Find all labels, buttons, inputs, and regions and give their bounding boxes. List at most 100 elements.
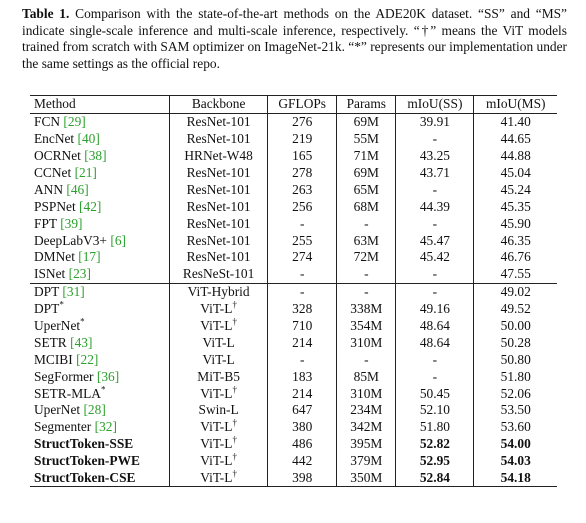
method-cell: OCRNet [38] — [30, 148, 170, 165]
table-row: ANN [46] ResNet-101 263 65M -45.24 — [30, 181, 557, 199]
header-cell: Method — [34, 96, 76, 112]
backbone-mark: † — [232, 299, 237, 310]
method-cell: Segmenter [32] — [30, 419, 170, 436]
miou-ms-cell: 45.24 — [473, 181, 557, 199]
table-row: DeepLabV3+ [6] ResNet-101 255 63M 45.47 46.35 — [30, 232, 557, 250]
backbone-name: ResNet-101 — [186, 114, 251, 130]
method-name: UperNet — [34, 402, 81, 418]
params-cell: - — [336, 265, 396, 284]
backbone-name: ResNet-101 — [186, 215, 251, 231]
gflops-cell: 398 — [267, 469, 337, 487]
gflops-cell: - — [267, 215, 337, 233]
miou-ms-cell: 45.35 — [473, 198, 557, 216]
method-cell: StructToken-SSE — [30, 436, 170, 453]
gflops-cell: - — [267, 265, 337, 284]
params-cell: 310M — [336, 334, 396, 352]
miou-ms-cell: 49.02 — [473, 283, 557, 301]
params-cell: - — [336, 215, 396, 233]
gflops-cell: 274 — [267, 249, 337, 266]
backbone-name: MiT-B5 — [197, 368, 240, 384]
method-cell: StructToken-CSE — [30, 470, 170, 487]
backbone-name: ResNeSt-101 — [182, 266, 255, 282]
backbone-cell: ViT-L† — [169, 468, 268, 487]
backbone-cell: ResNet-101 — [169, 215, 268, 233]
miou-ms-cell: 45.04 — [473, 164, 557, 182]
miou-ms-cell: 53.60 — [473, 418, 557, 436]
table-row: ISNet [23] ResNeSt-101- - -47.55 — [30, 265, 557, 284]
method-name: UperNet — [34, 318, 81, 334]
backbone-name: ResNet-101 — [186, 249, 251, 265]
params-cell: 63M — [336, 232, 396, 250]
params-cell: 68M — [336, 198, 396, 216]
backbone-name: ViT-L — [200, 419, 233, 435]
backbone-cell: ResNeSt-101 — [169, 265, 268, 284]
gflops-cell: 328 — [267, 300, 337, 318]
backbone-cell: ViT-L† — [169, 317, 268, 335]
method-name: DMNet — [34, 249, 75, 265]
backbone-cell: ResNet-101 — [169, 130, 268, 148]
miou-ss-cell: - — [395, 130, 474, 148]
backbone-name: ViT-Hybrid — [187, 284, 250, 300]
miou-ss-cell: 52.82 — [395, 435, 474, 453]
miou-ss-cell: - — [395, 351, 474, 369]
params-cell: 69M — [336, 164, 396, 182]
table-group: DPT [31] ViT-Hybrid - - -49.02 DPT* ViT-L† 328 3… — [30, 283, 557, 487]
backbone-mark: † — [232, 468, 237, 479]
backbone-cell: ViT-L† — [169, 435, 268, 453]
method-cell: DeepLabV3+ [6] — [30, 232, 170, 249]
citation: [38] — [84, 148, 107, 164]
caption-label: Table 1. — [22, 6, 70, 21]
table-row: StructToken-CSE ViT-L† 398 350M 52.84 54.18 — [30, 468, 557, 487]
miou-ms-cell: 54.03 — [473, 452, 557, 470]
miou-ss-cell: - — [395, 283, 474, 301]
params-cell: 55M — [336, 130, 396, 148]
citation: [36] — [96, 368, 120, 384]
table-group: FCN [29] ResNet-101 276 69M 39.91 41.40 EncNet… — [30, 113, 557, 284]
method-cell: EncNet [40] — [30, 131, 170, 148]
params-cell: 342M — [336, 418, 396, 436]
method-name: DPT — [34, 301, 60, 317]
method-name: StructToken-CSE — [34, 470, 136, 486]
header-cell: GFLOPs — [267, 95, 337, 114]
method-cell: DPT [31] — [30, 283, 170, 300]
method-name: SETR — [34, 334, 67, 350]
method-cell: CCNet [21] — [30, 165, 170, 182]
gflops-cell: 219 — [267, 130, 337, 148]
miou-ms-cell: 41.40 — [473, 113, 557, 131]
method-name: EncNet — [34, 131, 75, 147]
table-row: FCN [29] ResNet-101 276 69M 39.91 41.40 — [30, 113, 557, 131]
citation: [32] — [94, 419, 117, 435]
miou-ms-cell: 50.00 — [473, 317, 557, 335]
method-cell: DMNet [17] — [30, 249, 170, 266]
miou-ss-cell: 39.91 — [395, 113, 474, 131]
backbone-cell: ViT-Hybrid — [169, 283, 268, 301]
citation: [21] — [74, 165, 97, 180]
method-name: CCNet — [34, 165, 72, 180]
table-row: SegFormer [36] MiT-B5 183 85M -51.80 — [30, 368, 557, 386]
method-name: ANN — [34, 181, 64, 197]
miou-ms-cell: 45.90 — [473, 215, 557, 233]
backbone-name: ViT-L — [200, 470, 233, 486]
backbone-name: Swin-L — [198, 402, 239, 418]
method-name: DPT — [34, 284, 60, 300]
backbone-mark: † — [232, 384, 237, 395]
backbone-cell: ResNet-101 — [169, 164, 268, 182]
miou-ms-cell: 46.76 — [473, 249, 557, 266]
params-cell: 85M — [336, 368, 396, 386]
params-cell: 72M — [336, 249, 396, 266]
table-row: StructToken-SSE ViT-L† 486 395M 52.82 54.00 — [30, 435, 557, 453]
backbone-cell: ViT-L — [169, 334, 268, 352]
backbone-name: ViT-L — [202, 334, 235, 350]
citation: [6] — [110, 232, 126, 248]
params-cell: 71M — [336, 147, 396, 165]
method-cell: UperNet [28] — [30, 402, 170, 419]
miou-ss-cell: 48.64 — [395, 317, 474, 335]
citation: [39] — [60, 215, 83, 231]
miou-ss-cell: 43.25 — [395, 147, 474, 165]
method-cell: MCIBI [22] — [30, 351, 170, 368]
backbone-name: ViT-L — [200, 318, 233, 334]
citation: [17] — [78, 249, 101, 265]
miou-ss-cell: - — [395, 215, 474, 233]
method-cell: PSPNet [42] — [30, 198, 170, 215]
gflops-cell: 647 — [267, 402, 337, 419]
